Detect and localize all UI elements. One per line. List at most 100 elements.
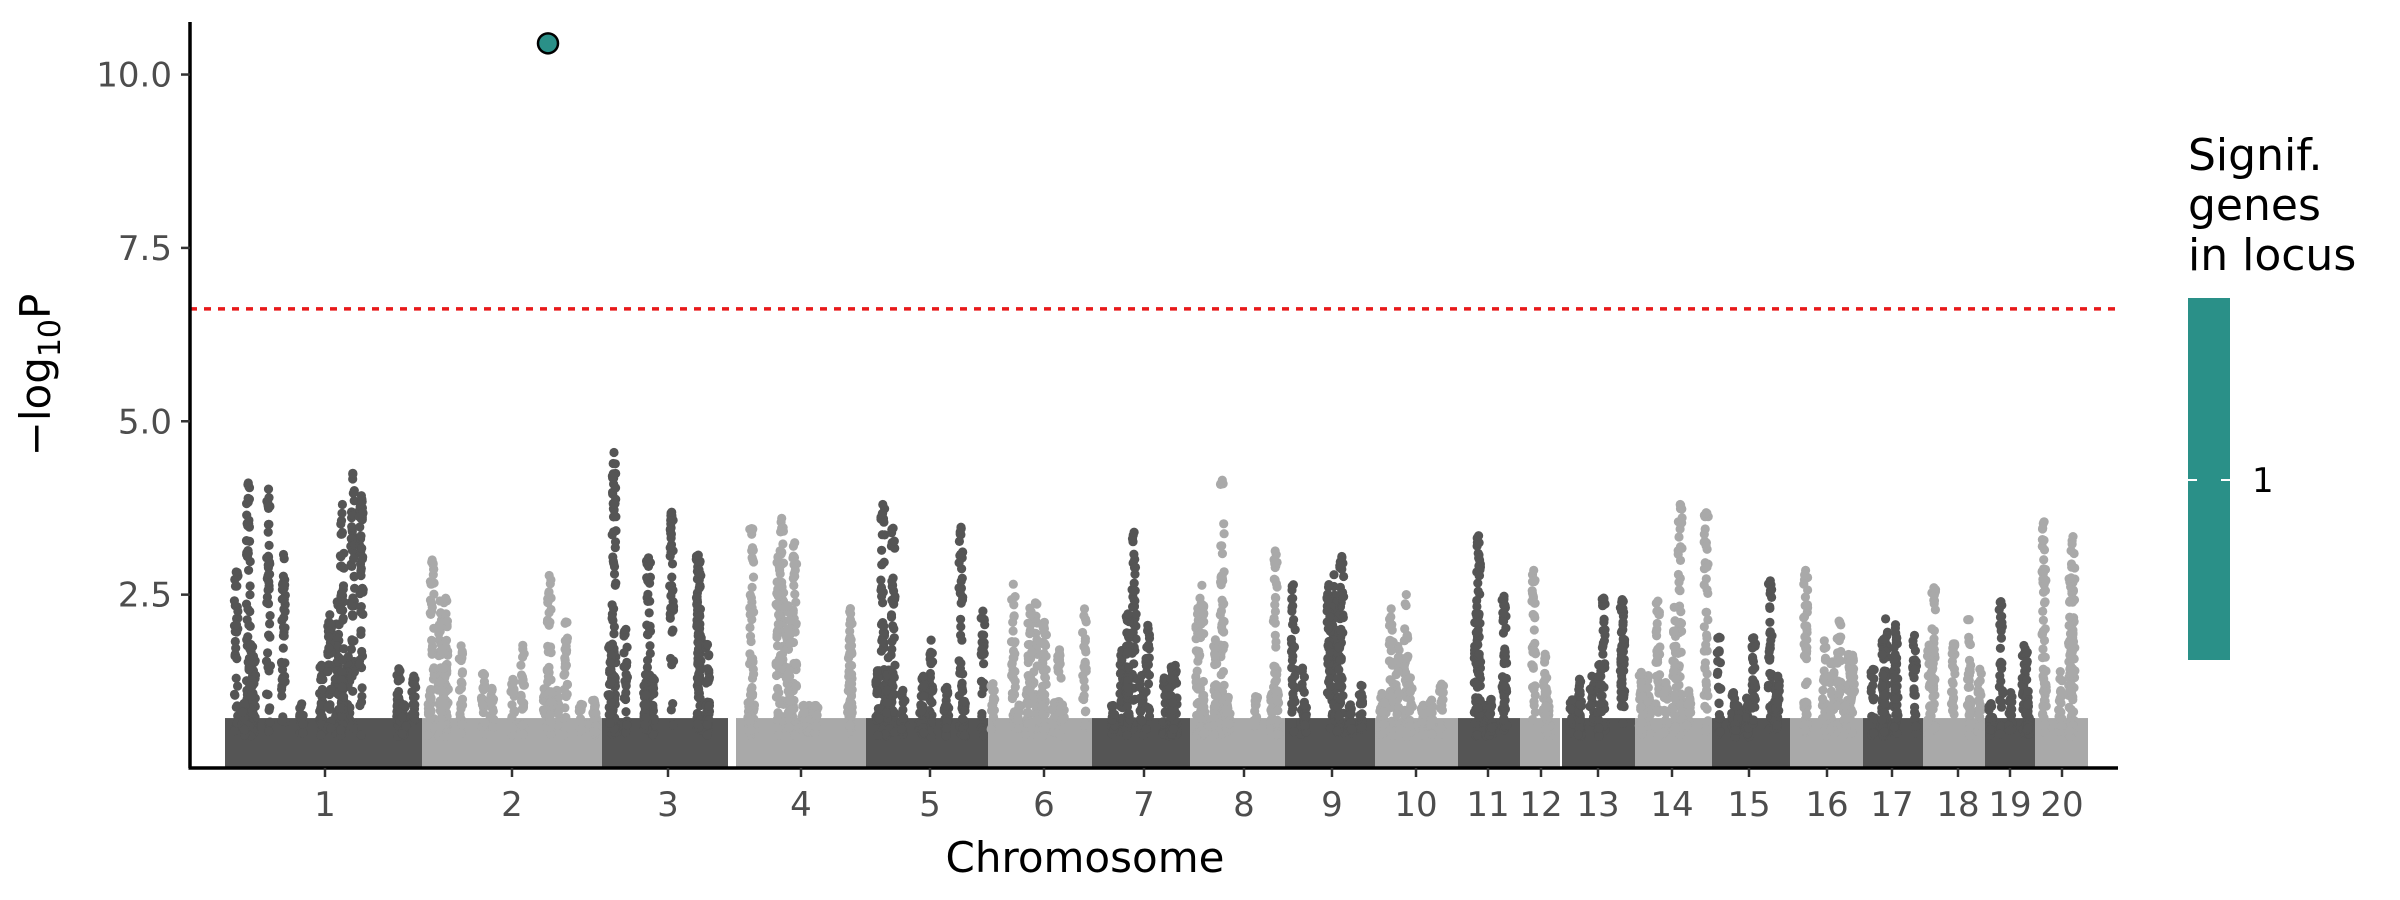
snp-point xyxy=(1025,686,1035,696)
snp-point xyxy=(233,606,243,617)
snp-point xyxy=(264,519,274,529)
chromosome-9-points xyxy=(1285,551,1375,768)
snp-point xyxy=(297,699,307,709)
snp-point xyxy=(702,730,712,740)
snp-point xyxy=(1598,601,1608,611)
snp-point xyxy=(1471,628,1481,638)
snp-point xyxy=(1834,636,1844,646)
snp-point xyxy=(278,643,288,653)
snp-point xyxy=(644,608,654,618)
chromosome-19-points xyxy=(1984,597,2035,768)
snp-point xyxy=(988,679,998,689)
snp-point xyxy=(264,577,274,587)
snp-point xyxy=(643,553,654,563)
snp-point xyxy=(1765,668,1775,679)
snp-point xyxy=(1701,680,1711,690)
snp-point xyxy=(232,627,242,637)
snp-point xyxy=(1323,624,1333,634)
snp-point xyxy=(610,580,620,590)
snp-point xyxy=(785,696,795,706)
snp-point xyxy=(1671,674,1681,684)
snp-point xyxy=(335,703,346,713)
snp-point xyxy=(745,690,756,700)
snp-point xyxy=(1615,666,1625,676)
snp-point xyxy=(339,692,349,702)
snp-point xyxy=(1749,692,1759,702)
snp-point xyxy=(1700,664,1710,674)
snp-point xyxy=(1869,728,1879,738)
snp-point xyxy=(1080,683,1090,693)
snp-point xyxy=(1928,692,1938,702)
snp-point xyxy=(1772,720,1782,730)
snp-point xyxy=(232,654,242,664)
snp-point xyxy=(1637,717,1647,728)
snp-point xyxy=(347,610,357,620)
snp-point xyxy=(1404,680,1414,690)
snp-point xyxy=(1297,663,1308,673)
snp-point xyxy=(1715,684,1725,694)
snp-point xyxy=(1129,562,1140,573)
snp-point xyxy=(277,665,288,675)
snp-point xyxy=(1948,687,1958,697)
snp-point xyxy=(518,640,528,650)
snp-point xyxy=(791,597,801,607)
snp-point xyxy=(1616,645,1626,655)
snp-point xyxy=(480,718,490,728)
snp-point xyxy=(1199,695,1209,705)
snp-point xyxy=(1671,682,1681,693)
snp-point xyxy=(1394,688,1404,699)
snp-point xyxy=(1964,655,1975,666)
snp-point xyxy=(897,724,907,734)
snp-point xyxy=(749,669,759,679)
snp-point xyxy=(1652,618,1662,629)
snp-point xyxy=(898,713,909,724)
snp-point xyxy=(1272,715,1282,725)
chromosome-6-points xyxy=(986,579,1092,768)
snp-point xyxy=(886,610,897,620)
snp-point xyxy=(1251,692,1261,702)
snp-point xyxy=(1333,702,1343,712)
snp-point xyxy=(1995,671,2005,681)
snp-point xyxy=(1006,637,1017,647)
snp-point xyxy=(1054,645,1065,655)
snp-point xyxy=(427,635,437,646)
snp-point xyxy=(507,700,517,710)
snp-point xyxy=(1007,693,1018,704)
snp-point xyxy=(1219,627,1229,637)
snp-point xyxy=(1378,707,1388,717)
snp-point xyxy=(778,539,788,549)
snp-point xyxy=(926,635,936,645)
snp-point xyxy=(1530,598,1540,608)
snp-point xyxy=(1849,679,1859,689)
snp-point xyxy=(1472,601,1482,612)
snp-point xyxy=(1499,591,1509,601)
snp-point xyxy=(1799,720,1809,730)
snp-point xyxy=(747,524,757,534)
snp-point xyxy=(1270,557,1280,567)
snp-point xyxy=(702,639,713,650)
snp-point xyxy=(1057,700,1068,710)
snp-point xyxy=(1881,614,1891,624)
snp-point xyxy=(1337,551,1347,562)
snp-point xyxy=(1144,670,1154,680)
snp-point xyxy=(1890,620,1901,630)
snp-point xyxy=(959,730,970,741)
snp-point xyxy=(242,518,252,529)
snp-point xyxy=(790,730,800,741)
snp-point xyxy=(591,708,601,719)
snp-point xyxy=(1732,700,1742,711)
snp-point xyxy=(440,732,451,742)
snp-point xyxy=(1910,714,1920,724)
snp-point xyxy=(917,706,927,716)
snp-point xyxy=(1335,655,1345,665)
snp-point xyxy=(1142,653,1152,664)
snp-point xyxy=(1080,664,1090,674)
snp-point xyxy=(745,622,755,633)
snp-point xyxy=(517,704,527,714)
snp-point xyxy=(1131,609,1141,619)
snp-point xyxy=(919,691,929,701)
snp-point xyxy=(1166,662,1176,672)
snp-point xyxy=(605,657,615,668)
snp-point xyxy=(456,728,466,738)
